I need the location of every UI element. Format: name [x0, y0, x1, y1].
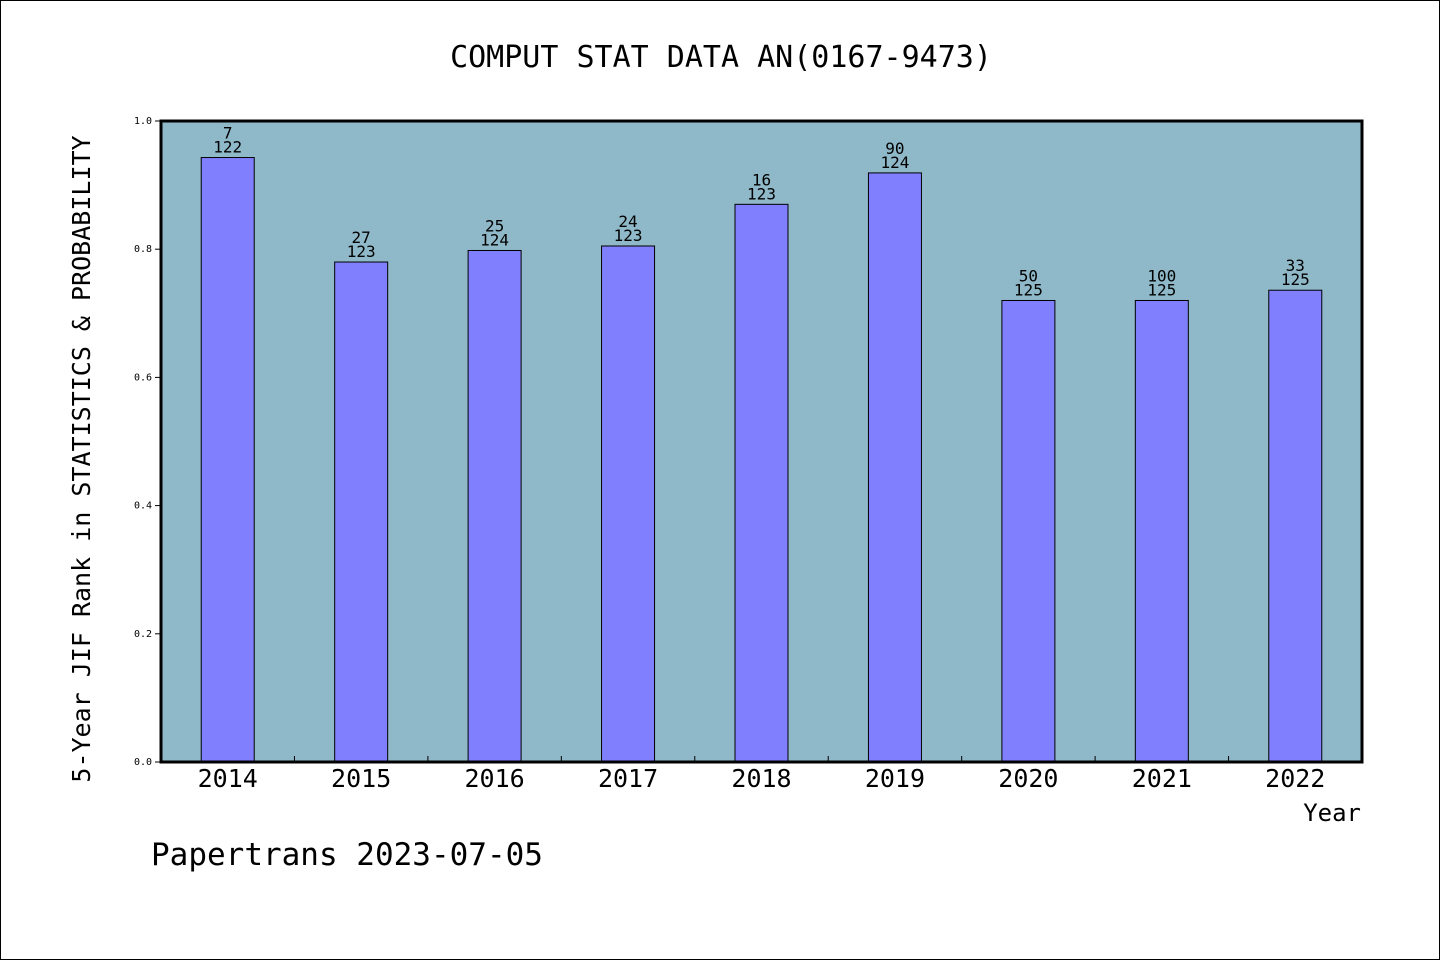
- bar-2015: [334, 261, 389, 763]
- bar-2014: [200, 157, 255, 763]
- bar-2018: [734, 203, 789, 763]
- bar-total-label: 125: [1281, 270, 1310, 289]
- bar-2020: [1001, 299, 1056, 763]
- bar-total-label: 125: [1014, 280, 1043, 299]
- x-tick-label: 2019: [865, 764, 925, 793]
- plot-border: [159, 119, 1364, 764]
- bar-total-label: 122: [213, 138, 242, 157]
- bar-rank-label: 16: [752, 170, 771, 189]
- y-tick-label: 0.6: [134, 372, 152, 383]
- y-tick-label: 1.0: [134, 116, 152, 127]
- x-tick-label: 2022: [1265, 764, 1325, 793]
- bar-total-label: 124: [880, 153, 909, 172]
- chart-title: COMPUT STAT DATA AN(0167-9473): [450, 40, 992, 75]
- bar-2016: [467, 249, 522, 763]
- bar-rank-label: 7: [223, 124, 233, 143]
- bar-total-label: 123: [347, 242, 376, 261]
- x-tick-label: 2020: [998, 764, 1058, 793]
- bar-2021: [1134, 299, 1189, 763]
- bar-rank-label: 100: [1147, 266, 1176, 285]
- y-tick-label: 0.0: [134, 757, 152, 768]
- bar-total-label: 123: [747, 184, 776, 203]
- bar-total-label: 124: [480, 230, 509, 249]
- bar-rank-label: 25: [485, 216, 504, 235]
- x-tick-label: 2021: [1132, 764, 1192, 793]
- footer-text: Papertrans 2023-07-05: [151, 837, 543, 873]
- y-axis: 0.0 0.2 0.4 0.6 0.8 1.0: [134, 116, 161, 768]
- bar-2022: [1268, 289, 1323, 763]
- bars-group: 7122271232512424123161239012450125100125…: [200, 124, 1323, 763]
- bar-rank-label: 27: [352, 228, 371, 247]
- y-axis-label: 5-Year JIF Rank in STATISTICS & PROBABIL…: [67, 135, 96, 782]
- bar-total-label: 123: [614, 226, 643, 245]
- x-axis: 2014 2015 2016 2017 2018 2019 2020 2021 2022: [198, 756, 1325, 793]
- bar-rank-label: 50: [1019, 266, 1038, 285]
- bar-rank-label: 33: [1286, 256, 1305, 275]
- y-tick-label: 0.8: [134, 244, 152, 255]
- x-tick-label: 2015: [331, 764, 391, 793]
- x-tick-label: 2014: [198, 764, 258, 793]
- x-tick-label: 2017: [598, 764, 658, 793]
- y-tick-label: 0.4: [134, 501, 152, 512]
- bar-total-label: 125: [1147, 280, 1176, 299]
- x-axis-label: Year: [1303, 799, 1361, 827]
- bar-rank-label: 90: [885, 139, 904, 158]
- bar-2019: [867, 172, 922, 763]
- y-tick-label: 0.2: [134, 629, 152, 640]
- bar-rank-label: 24: [618, 212, 637, 231]
- x-tick-label: 2016: [465, 764, 525, 793]
- bar-2017: [601, 245, 656, 763]
- x-tick-label: 2018: [731, 764, 791, 793]
